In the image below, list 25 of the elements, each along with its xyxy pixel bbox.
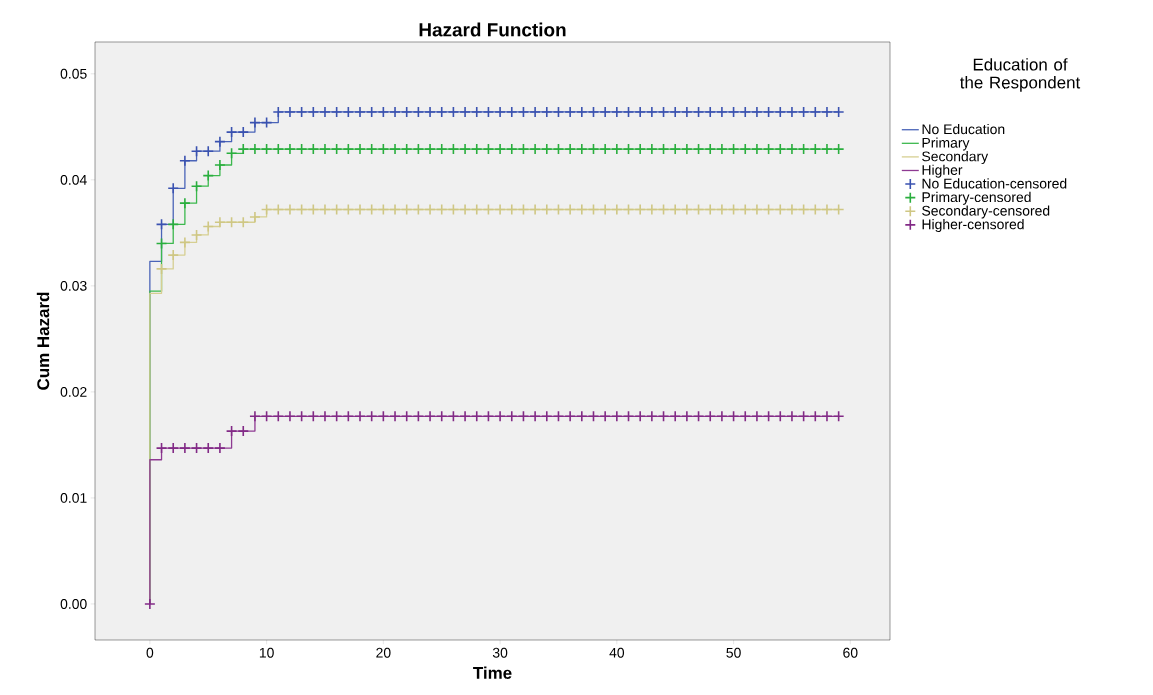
legend-label: Secondary-censored	[922, 205, 1050, 219]
chart-title: Hazard Function	[419, 22, 566, 37]
y-tick-label: 0.04	[60, 174, 87, 185]
y-tick-label: 0.03	[60, 280, 87, 291]
y-tick-label: 0.05	[60, 68, 87, 79]
x-axis-title: Time	[473, 666, 512, 679]
legend-label: Higher	[922, 164, 963, 178]
x-tick-label: 30	[492, 647, 508, 658]
x-tick-label: 10	[259, 647, 274, 658]
y-tick-label: 0.02	[60, 386, 87, 397]
y-tick-label: 0.01	[60, 492, 87, 503]
x-tick-label: 60	[843, 647, 858, 658]
legend-label: No Education	[922, 123, 1005, 135]
y-tick-label: 0.00	[60, 599, 87, 609]
x-tick-label: 0	[146, 647, 154, 658]
x-tick-label: 50	[726, 647, 741, 658]
legend-label: Primary	[922, 137, 970, 151]
legend-label: Secondary	[922, 151, 989, 165]
legend-title: Education of the Respondent	[960, 58, 1081, 92]
legend-label: No Education-censored	[922, 178, 1067, 189]
y-axis-title: Cum Hazard	[36, 292, 50, 390]
legend-label: Primary-censored	[922, 191, 1031, 205]
x-tick-label: 40	[609, 647, 625, 658]
x-tick-label: 20	[376, 647, 391, 658]
legend-label: Higher-censored	[922, 219, 1024, 233]
